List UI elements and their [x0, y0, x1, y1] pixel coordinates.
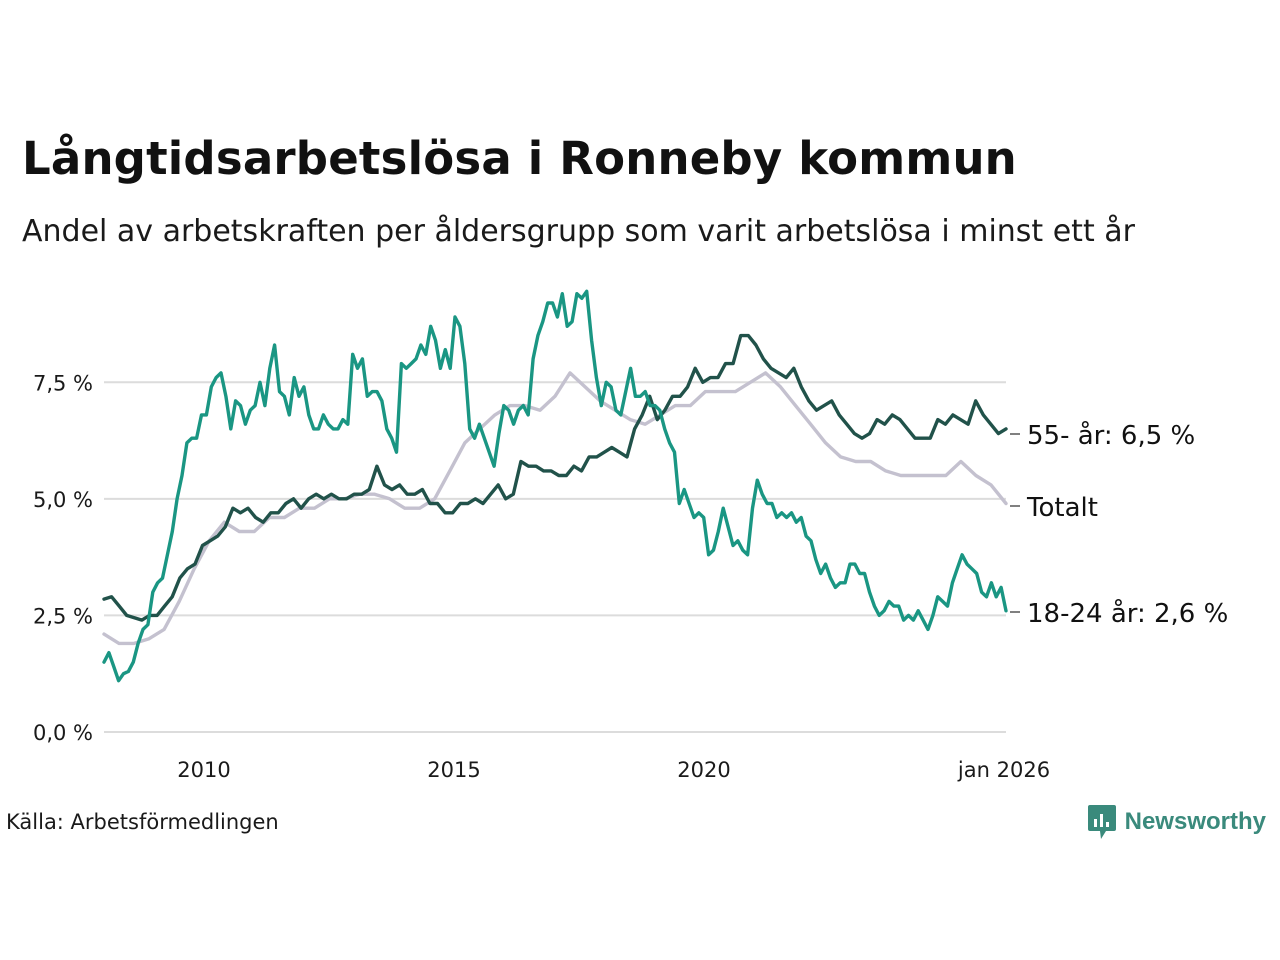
x-tick-label: 2020	[677, 758, 730, 782]
series-line-youth	[102, 289, 1008, 683]
grid-lines	[104, 381, 1006, 733]
series-line-senior	[102, 333, 1008, 622]
chart-subtitle: Andel av arbetskraften per åldersgrupp s…	[22, 214, 1135, 249]
series-end-label: 55- år: 6,5 %	[1027, 420, 1195, 451]
y-tick-label: 7,5 %	[33, 371, 93, 395]
y-tick-label: 2,5 %	[33, 604, 93, 628]
x-tick-label: 2015	[427, 758, 480, 782]
y-axis-tick-labels: 0,0 % 2,5 % 5,0 % 7,5 %	[33, 371, 93, 745]
series-end-label: 18-24 år: 2,6 %	[1027, 598, 1228, 629]
series-end-labels: Totalt 55- år: 6,5 % 18-24 år: 2,6 %	[1010, 420, 1228, 629]
source-note: Källa: Arbetsförmedlingen	[6, 810, 279, 834]
series-lines	[102, 289, 1008, 683]
y-tick-label: 0,0 %	[33, 721, 93, 745]
x-tick-label: jan 2026	[957, 758, 1050, 782]
brand-logo-group[interactable]: Newsworthy	[1087, 803, 1266, 841]
brand-name: Newsworthy	[1124, 808, 1266, 835]
y-tick-label: 5,0 %	[33, 488, 93, 512]
x-axis-tick-labels: 2010 2015 2020 jan 2026	[177, 758, 1050, 782]
series-end-label: Totalt	[1026, 493, 1098, 523]
series-line-total	[102, 371, 1008, 646]
chart-title: Långtidsarbetslösa i Ronneby kommun	[22, 132, 1017, 185]
newsworthy-logo-icon	[1087, 805, 1116, 839]
x-tick-label: 2010	[177, 758, 230, 782]
